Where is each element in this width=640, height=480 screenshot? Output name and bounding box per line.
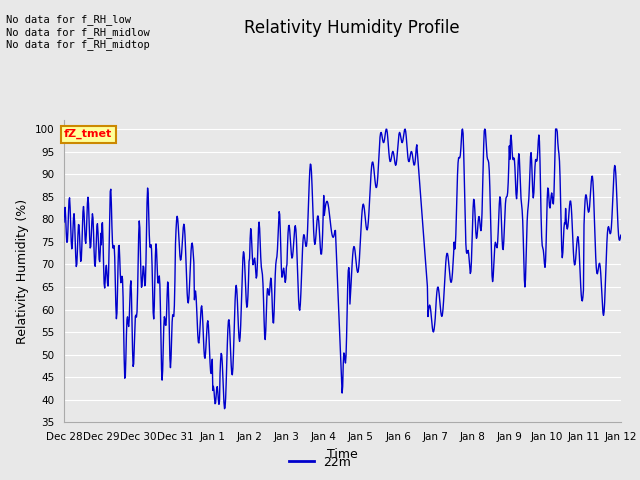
Legend: 22m: 22m — [284, 451, 356, 474]
X-axis label: Time: Time — [327, 448, 358, 461]
Text: fZ_tmet: fZ_tmet — [64, 129, 112, 139]
Text: Relativity Humidity Profile: Relativity Humidity Profile — [244, 19, 460, 37]
Text: No data for f_RH_low
No data for f_RH_midlow
No data for f_RH_midtop: No data for f_RH_low No data for f_RH_mi… — [6, 14, 150, 50]
Y-axis label: Relativity Humidity (%): Relativity Humidity (%) — [16, 199, 29, 344]
